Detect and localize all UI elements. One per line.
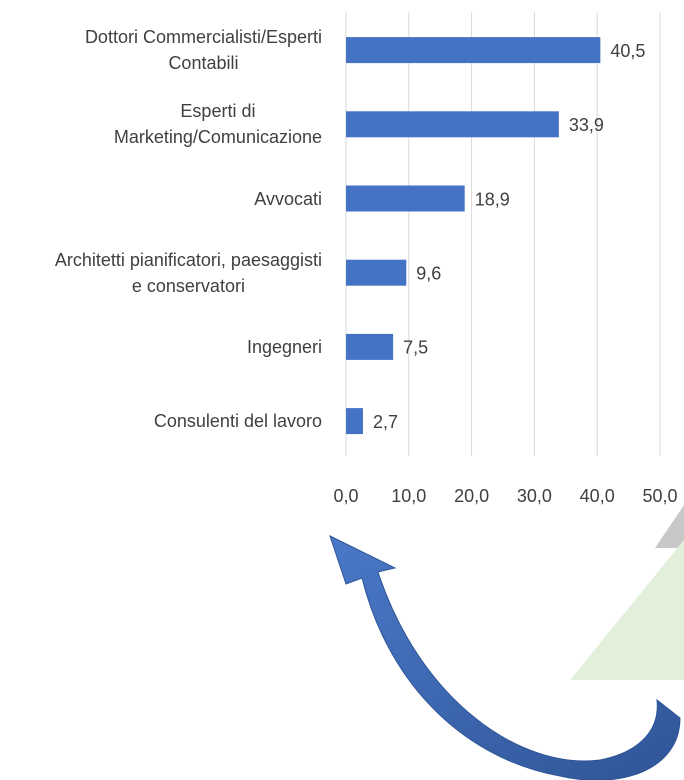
category-label-box: Dottori Commercialisti/Esperti Contabili: [0, 24, 322, 76]
category-label-box: Ingegneri: [0, 334, 322, 360]
bar: [346, 333, 394, 360]
category-label: Avvocati: [254, 188, 322, 209]
data-label: 18,9: [475, 189, 510, 209]
x-tick-label: 20,0: [454, 486, 489, 506]
data-label: 2,7: [373, 412, 398, 432]
category-label: Dottori Commercialisti/Esperti Contabili: [84, 27, 322, 74]
category-label-box: Architetti pianificatori, paesaggisti e …: [0, 247, 322, 299]
category-label: Ingegneri: [246, 336, 322, 357]
category-label-box: Consulenti del lavoro: [0, 408, 322, 434]
data-label: 33,9: [569, 115, 604, 135]
green-shape: [570, 540, 684, 680]
category-label-box: Avvocati: [0, 186, 322, 212]
bar: [346, 37, 601, 64]
bar: [346, 408, 363, 435]
data-label: 40,5: [610, 41, 645, 61]
curved-arrow: [329, 535, 681, 780]
x-tick-label: 40,0: [580, 486, 615, 506]
x-tick-label: 10,0: [391, 486, 426, 506]
x-tick-label: 0,0: [333, 486, 358, 506]
category-label: Architetti pianificatori, paesaggisti e …: [54, 249, 322, 296]
bar: [346, 111, 559, 138]
x-tick-label: 50,0: [642, 486, 677, 506]
bar: [346, 259, 407, 286]
category-label: Consulenti del lavoro: [153, 411, 322, 432]
gray-shape: [655, 505, 684, 548]
category-label: Esperti di Marketing/Comunicazione: [113, 101, 322, 148]
category-label-box: Esperti di Marketing/Comunicazione: [0, 98, 322, 150]
bar: [346, 185, 465, 212]
data-label: 7,5: [403, 338, 428, 358]
data-label: 9,6: [416, 263, 441, 283]
x-tick-label: 30,0: [517, 486, 552, 506]
